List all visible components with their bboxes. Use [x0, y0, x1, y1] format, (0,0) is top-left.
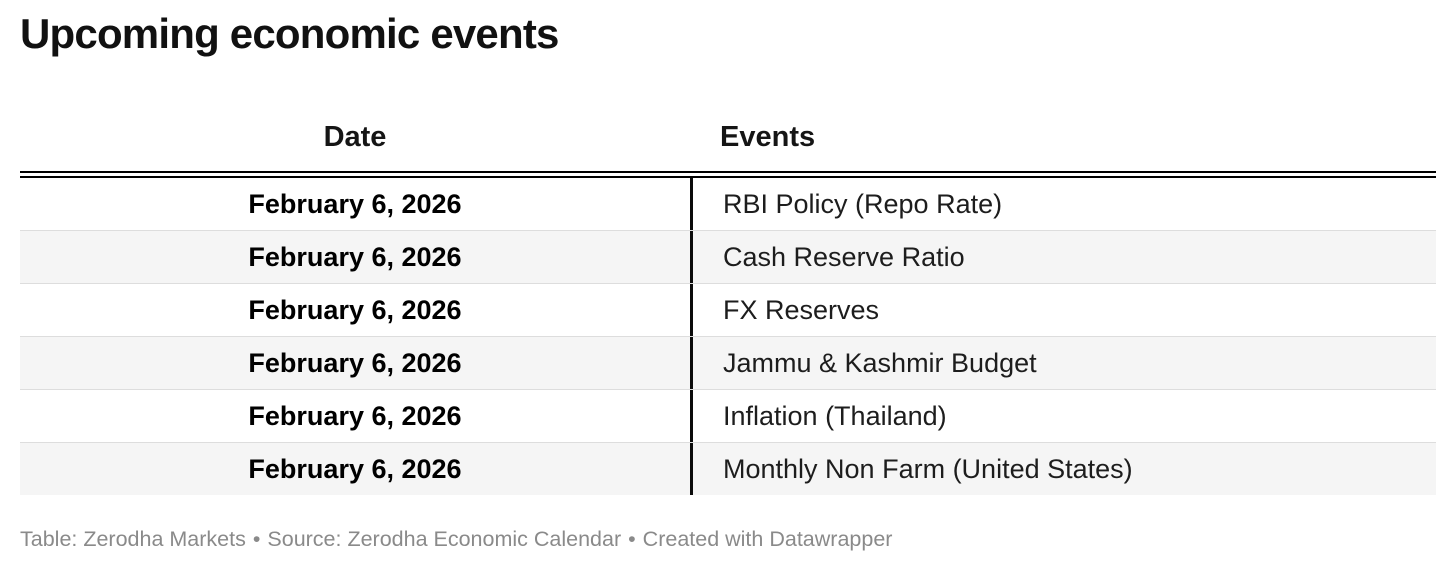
attribution-footer: Table: Zerodha Markets • Source: Zerodha E… — [20, 526, 1436, 554]
table-row: February 6, 2026 Monthly Non Farm (Unite… — [20, 442, 1436, 496]
date-cell: February 6, 2026 — [248, 453, 462, 484]
event-cell: RBI Policy (Repo Rate) — [690, 178, 1436, 231]
table-row: February 6, 2026 RBI Policy (Repo Rate) — [20, 178, 1436, 231]
event-cell: Jammu & Kashmir Budget — [690, 337, 1436, 390]
table-row: February 6, 2026 Inflation (Thailand) — [20, 389, 1436, 443]
date-cell: February 6, 2026 — [248, 400, 462, 431]
event-cell: Monthly Non Farm (United States) — [690, 443, 1436, 496]
footer-separator: • — [628, 527, 636, 552]
event-cell: Cash Reserve Ratio — [690, 231, 1436, 284]
table-row: February 6, 2026 Cash Reserve Ratio — [20, 230, 1436, 284]
created-with-credit: Created with Datawrapper — [642, 527, 893, 552]
table-credit: Table: Zerodha Markets — [20, 527, 246, 552]
date-cell: February 6, 2026 — [248, 241, 462, 272]
date-cell: February 6, 2026 — [248, 347, 462, 378]
table-row: February 6, 2026 Jammu & Kashmir Budget — [20, 336, 1436, 390]
source-credit: Source: Zerodha Economic Calendar — [267, 527, 622, 552]
column-header-date: Date — [323, 120, 387, 153]
event-cell: Inflation (Thailand) — [690, 390, 1436, 443]
table-header-row: Date Events — [20, 61, 1436, 179]
date-cell: February 6, 2026 — [248, 188, 462, 219]
table-row: February 6, 2026 FX Reserves — [20, 283, 1436, 337]
datawrapper-table-page: Upcoming economic events Date Events Feb… — [20, 10, 1436, 554]
economic-events-table: Date Events February 6, 2026 RBI Policy … — [20, 61, 1436, 496]
page-title: Upcoming economic events — [20, 10, 559, 57]
event-cell: FX Reserves — [690, 284, 1436, 337]
column-header-events: Events — [720, 120, 816, 153]
date-cell: February 6, 2026 — [248, 294, 462, 325]
footer-separator: • — [252, 527, 261, 552]
